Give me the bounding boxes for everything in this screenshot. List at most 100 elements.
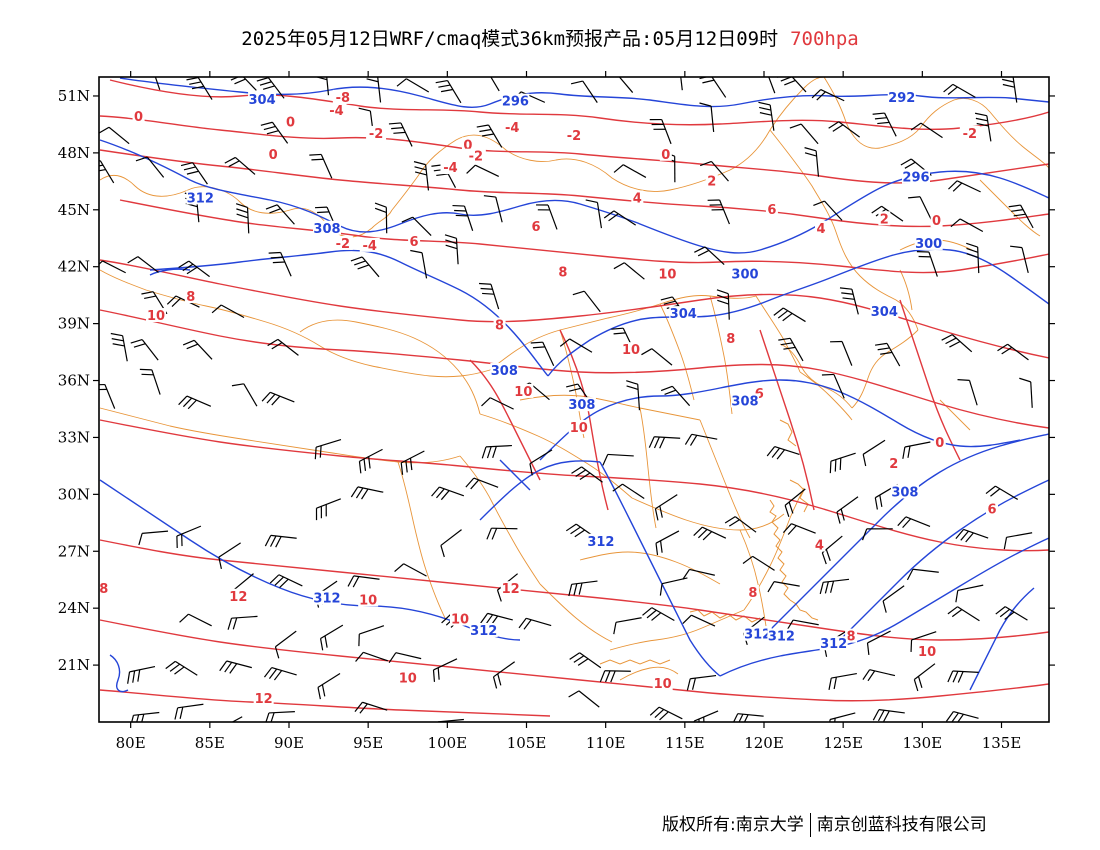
wind-barb — [388, 652, 422, 663]
temperature-label-halo — [228, 588, 249, 603]
wind-barb — [227, 615, 258, 630]
temperature-label: 0 — [134, 110, 143, 125]
wind-barb — [99, 383, 116, 409]
temperature-label: 10 — [570, 421, 588, 436]
height-label-halo — [731, 266, 759, 281]
wind-barb — [882, 585, 905, 613]
wind-barb — [274, 630, 297, 659]
temperature-label-halo — [659, 146, 672, 161]
wind-barb — [613, 164, 647, 178]
wind-barb — [179, 613, 212, 627]
wind-barb — [178, 260, 210, 278]
wind-barb — [908, 196, 933, 221]
lon-tick-label: 80E — [116, 734, 146, 752]
wind-barb — [182, 339, 213, 360]
wind-barb — [766, 445, 800, 460]
wind-barb — [829, 452, 856, 474]
temperature-label: 8 — [726, 332, 735, 347]
temperature-label-halo — [146, 308, 166, 323]
temperature-label: 0 — [286, 116, 295, 131]
temperature-label-halo — [284, 114, 297, 129]
temperature-label: 8 — [495, 319, 504, 334]
wind-barb — [490, 77, 500, 92]
wind-barb — [648, 436, 681, 449]
wind-barb — [828, 672, 857, 690]
height-label-halo — [313, 590, 341, 605]
temperature-label: 2 — [707, 174, 716, 189]
wind-barb — [768, 77, 776, 94]
wind-barb — [530, 341, 555, 366]
temperature-label-halo — [621, 342, 641, 357]
temperature-label: 6 — [410, 235, 419, 250]
wind-barb — [602, 453, 634, 466]
wind-barb — [263, 666, 297, 681]
temperature-label-halo — [930, 213, 943, 228]
temperature-label: 10 — [451, 613, 469, 628]
temperature-label: -2 — [567, 129, 581, 144]
wind-barb — [682, 568, 715, 580]
wind-barb — [572, 290, 601, 313]
wind-barb — [176, 525, 202, 549]
wind-barb — [821, 535, 843, 565]
wind-barb — [693, 526, 727, 541]
temperature-label-halo — [705, 173, 718, 188]
temperature-label: 2 — [889, 457, 898, 472]
wind-barb — [127, 256, 159, 273]
temperature-label: 2 — [880, 212, 889, 227]
wind-barb — [358, 625, 385, 647]
temperature-label: 12 — [502, 582, 520, 597]
wind-barb — [435, 79, 462, 104]
wind-barb — [265, 204, 295, 225]
wind-barb — [492, 661, 516, 689]
temperature-label: 0 — [935, 436, 944, 451]
wind-barb — [139, 368, 161, 395]
wind-barb — [950, 218, 984, 233]
temperature-label-halo — [493, 317, 506, 332]
temperature-label: 10 — [514, 385, 532, 400]
wind-barb — [782, 523, 816, 535]
temperature-label-halo — [631, 190, 644, 205]
wind-barb — [684, 433, 718, 446]
wind-barb — [682, 614, 716, 627]
wind-barb — [131, 711, 160, 722]
temperature-label: 6 — [767, 203, 776, 218]
height-label: 312 — [587, 535, 614, 550]
copyright-footer: 版权所有:南京大学 南京创蓝科技有限公司 — [662, 810, 987, 837]
height-label: 300 — [731, 267, 758, 282]
wind-barb — [350, 486, 384, 500]
wind-barb — [821, 373, 845, 399]
temperature-label: 10 — [918, 645, 936, 660]
height-label: 312 — [744, 628, 771, 643]
temperature-label: 6 — [531, 220, 540, 235]
wind-barb — [388, 122, 413, 147]
height-label: 304 — [249, 93, 276, 108]
lon-tick-label: 130E — [903, 734, 943, 752]
wind-barb — [265, 711, 295, 722]
lon-tick-label: 95E — [353, 734, 383, 752]
wind-barb — [777, 77, 807, 93]
wind-barb — [138, 530, 169, 546]
temperature-label: 8 — [186, 290, 195, 305]
temperature-label-halo — [502, 120, 523, 135]
height-label-halo — [887, 89, 916, 104]
wind-barb — [230, 77, 257, 91]
wind-barb — [585, 199, 603, 229]
temperature-label-halo — [253, 691, 274, 706]
wind-barb — [773, 307, 806, 323]
wind-barb — [716, 289, 730, 320]
temperature-label: -2 — [369, 127, 383, 142]
wind-barb — [211, 304, 245, 319]
temperature-label-halo — [397, 670, 418, 685]
wind-barb — [486, 527, 518, 540]
temperature-label-halo — [652, 676, 673, 691]
wind-barb — [99, 260, 126, 274]
height-label: 300 — [915, 237, 942, 252]
wind-barb — [264, 534, 297, 548]
wind-barb — [612, 483, 645, 499]
lon-tick-label: 85E — [195, 734, 225, 752]
wind-barb — [906, 568, 939, 581]
wind-barb — [836, 496, 859, 524]
wind-barb — [700, 160, 729, 182]
wind-barb — [130, 339, 159, 361]
